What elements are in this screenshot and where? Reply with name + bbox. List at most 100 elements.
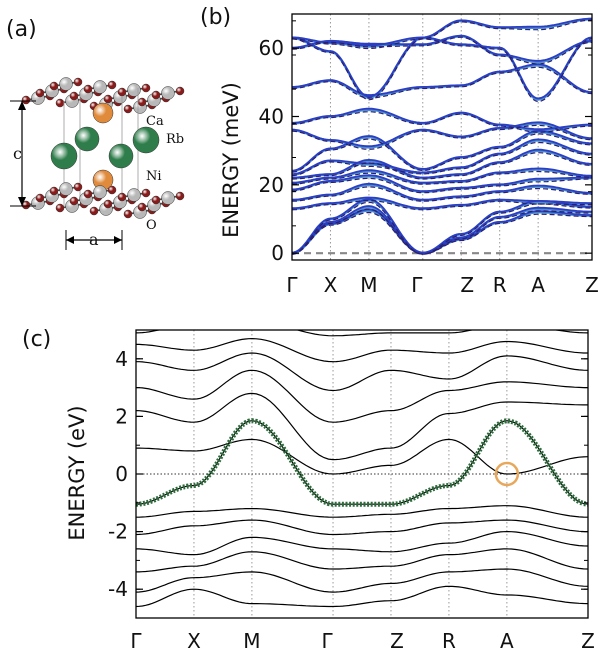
nickel-atom bbox=[93, 185, 107, 199]
nickel-atom bbox=[161, 191, 175, 205]
atom-label-ca: Ca bbox=[146, 114, 164, 129]
nickel-atom bbox=[127, 83, 141, 97]
x-tick-label: Z bbox=[390, 629, 404, 653]
band-line bbox=[136, 519, 588, 536]
phonon-branch bbox=[292, 167, 592, 184]
phonon-branch bbox=[292, 201, 592, 255]
phonon-branch bbox=[292, 34, 592, 62]
phonon-branch bbox=[292, 38, 592, 103]
phonon-branch bbox=[292, 63, 592, 96]
panel-c-label: (c) bbox=[22, 327, 51, 352]
oxygen-atom bbox=[141, 188, 151, 198]
x-tick-label: M bbox=[243, 629, 260, 653]
x-tick-label: Z bbox=[585, 273, 599, 297]
oxygen-atom bbox=[89, 206, 99, 216]
atom-label-rb: Rb bbox=[166, 132, 184, 147]
y-tick-label: 0 bbox=[271, 241, 284, 265]
band-line bbox=[136, 352, 588, 392]
oxygen-atom bbox=[83, 189, 93, 199]
band-structure-chart: -4 -2 0 2 4 Γ X M Γ Z R A Z bbox=[108, 329, 595, 653]
phonon-branch bbox=[292, 130, 592, 172]
oxygen-atom bbox=[55, 203, 65, 213]
y-tick-label: 0 bbox=[115, 462, 128, 486]
x-tick-label: A bbox=[500, 629, 514, 653]
oxygen-atom bbox=[49, 81, 59, 91]
panel-a-label: (a) bbox=[6, 17, 37, 42]
oxygen-atom bbox=[69, 196, 79, 206]
panel-c-ylabel: ENERGY (eV) bbox=[65, 405, 89, 540]
phonon-branch bbox=[292, 124, 592, 150]
plot-frame bbox=[291, 13, 593, 261]
highlighted-band bbox=[136, 418, 588, 507]
phonon-branch bbox=[292, 141, 592, 177]
panel-b-label: (b) bbox=[200, 5, 231, 30]
band-crossing-marker bbox=[494, 461, 520, 487]
phonon-branch bbox=[292, 66, 592, 99]
phonon-branch bbox=[292, 121, 592, 148]
phonon-branch bbox=[292, 186, 592, 202]
phonon-branch bbox=[292, 108, 592, 132]
nickel-atom bbox=[59, 182, 73, 196]
phonon-branch bbox=[292, 111, 592, 133]
phonon-branch bbox=[292, 17, 592, 47]
y-tick-label: 40 bbox=[259, 105, 284, 129]
x-tick-label: Γ bbox=[321, 629, 333, 653]
phonon-branch bbox=[292, 19, 592, 50]
nickel-atom bbox=[59, 77, 73, 91]
band-line bbox=[136, 392, 588, 461]
phonon-branch bbox=[292, 177, 592, 194]
oxygen-atom bbox=[49, 186, 59, 196]
y-tick-label: -2 bbox=[108, 520, 128, 544]
oxygen-atom bbox=[137, 97, 147, 107]
oxygen-atom bbox=[83, 84, 93, 94]
atom-label-ni: Ni bbox=[146, 169, 162, 184]
y-tick-label: 2 bbox=[115, 404, 128, 428]
phonon-branch bbox=[292, 152, 592, 180]
oxygen-atom bbox=[123, 104, 133, 114]
oxygen-atom bbox=[103, 199, 113, 209]
lattice-c-arrow bbox=[10, 100, 36, 207]
band-line bbox=[136, 585, 588, 608]
phonon-branch bbox=[292, 200, 592, 211]
oxygen-atom bbox=[123, 209, 133, 219]
lattice-a-label: a bbox=[89, 230, 99, 249]
phonon-branch bbox=[292, 170, 592, 185]
band-line bbox=[136, 438, 588, 475]
phonon-branch bbox=[292, 211, 592, 255]
oxygen-atom bbox=[21, 95, 31, 105]
oxygen-atom bbox=[35, 193, 45, 203]
x-tick-label: M bbox=[360, 273, 377, 297]
phonon-branch bbox=[292, 133, 592, 173]
x-tick-label: R bbox=[493, 273, 507, 297]
plot-area bbox=[292, 17, 592, 255]
oxygen-atom bbox=[69, 91, 79, 101]
band-line bbox=[136, 330, 588, 337]
x-tick-label: Γ bbox=[130, 629, 142, 653]
phonon-branch bbox=[292, 174, 592, 193]
phonon-branch bbox=[292, 138, 592, 175]
nickel-atom bbox=[93, 80, 107, 94]
band-line bbox=[136, 420, 588, 505]
lattice-c-label: c bbox=[13, 144, 22, 163]
oxygen-atom bbox=[55, 98, 65, 108]
x-tick-label: Z bbox=[460, 273, 474, 297]
phonon-branch bbox=[292, 182, 592, 201]
oxygen-atom bbox=[175, 86, 185, 96]
oxygen-atom bbox=[117, 87, 127, 97]
rubidium-atom bbox=[132, 126, 160, 154]
x-tick-label: Z bbox=[581, 629, 595, 653]
calcium-atom bbox=[92, 102, 114, 124]
x-tick-label: A bbox=[531, 273, 545, 297]
phonon-branch bbox=[292, 208, 592, 255]
phonon-branch bbox=[292, 148, 592, 179]
oxygen-atom bbox=[137, 202, 147, 212]
oxygen-atom bbox=[103, 94, 113, 104]
oxygen-atom bbox=[107, 185, 117, 195]
band-line bbox=[136, 530, 588, 556]
phonon-branch bbox=[292, 107, 592, 130]
x-tick-label: X bbox=[324, 273, 338, 297]
oxygen-atom bbox=[175, 191, 185, 201]
x-tick-label: R bbox=[442, 629, 456, 653]
y-tick-label: 20 bbox=[259, 173, 284, 197]
